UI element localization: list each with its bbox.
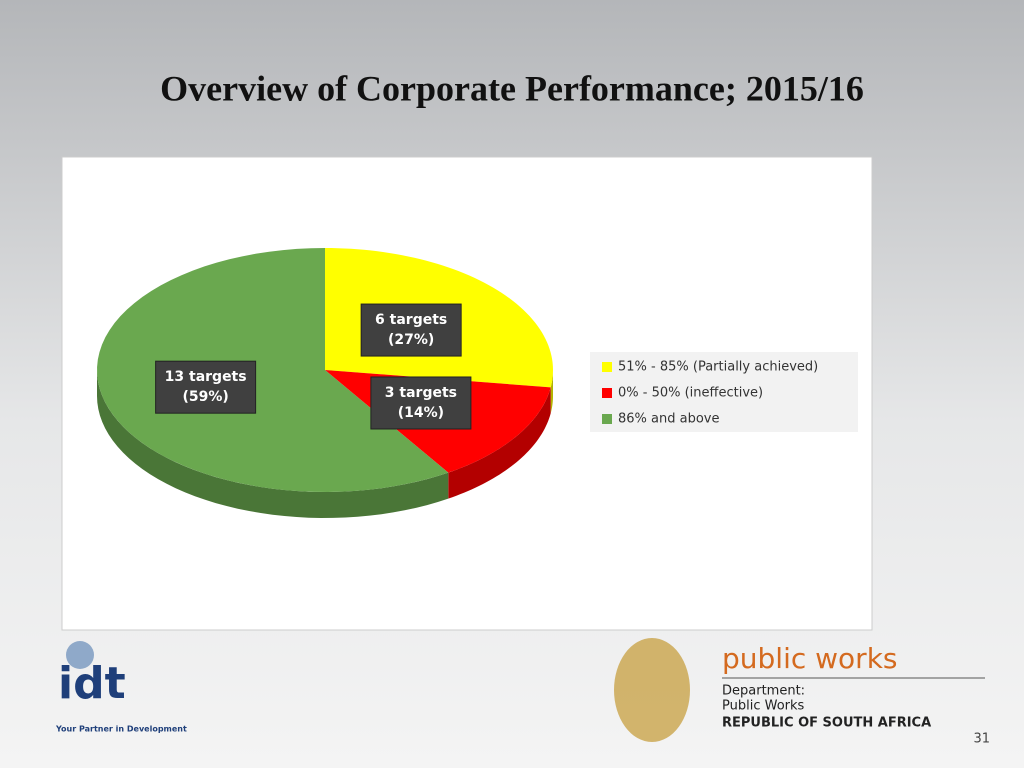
idt-emblem	[66, 641, 94, 669]
page-number: 31	[973, 732, 990, 747]
legend-label: 86% and above	[618, 412, 719, 427]
label-box	[155, 360, 257, 414]
pie-slice	[97, 248, 449, 492]
pie-side	[97, 370, 449, 518]
pie-side	[448, 387, 551, 499]
pie-side	[550, 370, 553, 414]
percent-label: (14%)	[398, 405, 444, 421]
label-box	[360, 303, 462, 357]
idt-name: idt	[58, 658, 126, 709]
legend-swatch	[602, 362, 612, 372]
legend-label: 51% - 85% (Partially achieved)	[618, 360, 818, 375]
dpw-line3: REPUBLIC OF SOUTH AFRICA	[722, 716, 931, 731]
legend-label: 0% - 50% (ineffective)	[618, 386, 763, 401]
data-label: 3 targets	[385, 385, 457, 401]
legend: 51% - 85% (Partially achieved) 0% - 50% (…	[602, 360, 818, 427]
percent-label: (59%)	[182, 389, 228, 405]
label-box	[370, 376, 472, 430]
labels: 6 targets (27%) 3 targets (14%) 13 targets (5…	[155, 303, 472, 430]
idt-tagline: Your Partner in Development	[55, 725, 187, 734]
coat-of-arms	[614, 638, 690, 742]
data-label: 13 targets	[165, 369, 247, 385]
percent-label: (27%)	[388, 332, 434, 348]
dpw-line2: Public Works	[722, 699, 805, 714]
dpw-line1: Department:	[722, 684, 805, 699]
chart-title: Overview of Corporate Performance; 2015/…	[160, 68, 864, 108]
legend-box	[590, 352, 858, 432]
legend-swatch	[602, 414, 612, 424]
data-label: 6 targets	[375, 312, 447, 328]
dpw-name: public works	[722, 642, 898, 675]
legend-swatch	[602, 388, 612, 398]
